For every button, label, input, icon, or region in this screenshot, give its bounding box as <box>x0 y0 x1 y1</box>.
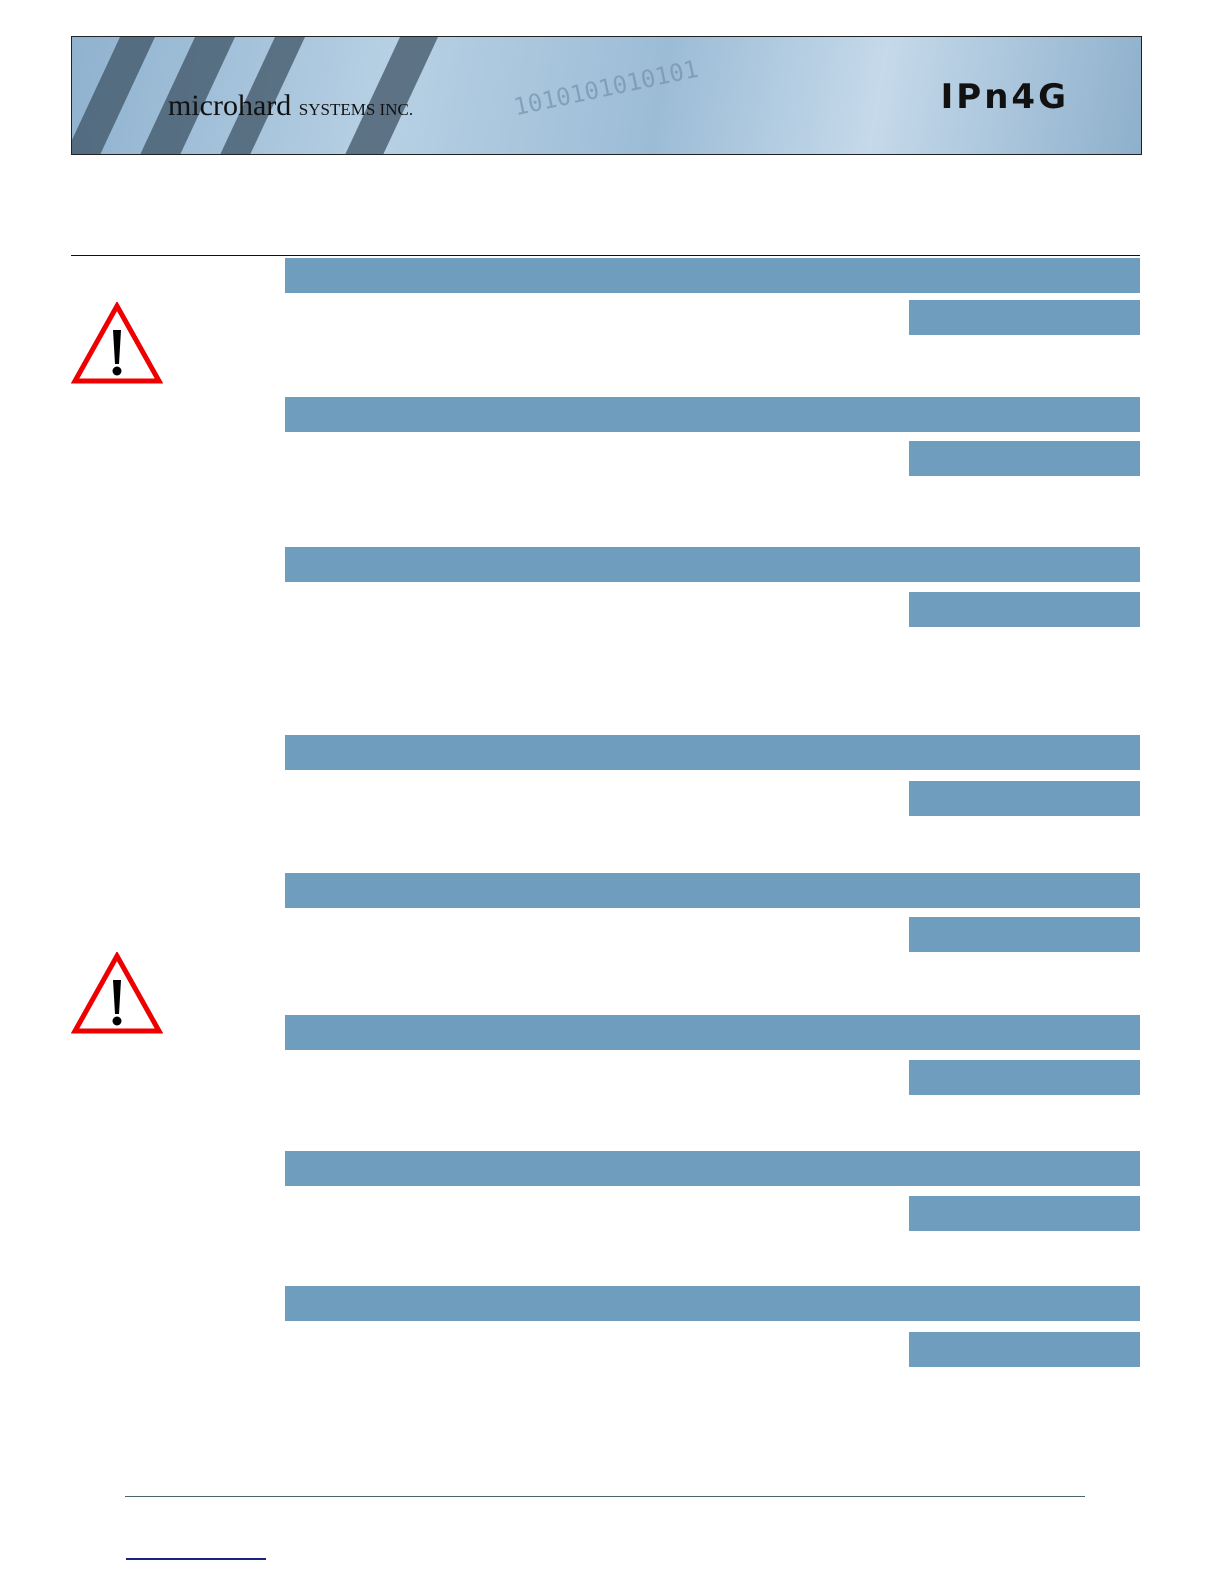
section-bar <box>285 547 1140 582</box>
brand-name: microhard <box>168 89 292 122</box>
header-banner: 1010101010101 microhard SYSTEMS INC. IPn… <box>71 36 1142 155</box>
warning-icon <box>71 952 163 1034</box>
section-tag <box>909 441 1140 476</box>
section-bar <box>285 1286 1140 1321</box>
product-name: IPn4G <box>940 77 1069 117</box>
binary-decoration: 1010101010101 <box>511 54 701 122</box>
section-tag <box>909 781 1140 816</box>
footer-rule <box>125 1496 1085 1497</box>
section-bar <box>285 1151 1140 1186</box>
section-bar <box>285 1015 1140 1050</box>
section-bar <box>285 258 1140 293</box>
section-tag <box>909 1196 1140 1231</box>
section-tag <box>909 300 1140 335</box>
section-tag <box>909 1332 1140 1367</box>
brand-suffix: SYSTEMS INC. <box>298 100 414 119</box>
warning-icon <box>71 302 163 384</box>
header-rule <box>71 255 1140 256</box>
section-tag <box>909 1060 1140 1095</box>
section-tag <box>909 917 1140 952</box>
banner-decoration <box>72 37 160 154</box>
section-bar <box>285 397 1140 432</box>
section-tag <box>909 592 1140 627</box>
brand-logo: microhard SYSTEMS INC. <box>168 89 413 123</box>
section-bar <box>285 735 1140 770</box>
section-bar <box>285 873 1140 908</box>
footer-link-underline[interactable] <box>126 1558 266 1560</box>
